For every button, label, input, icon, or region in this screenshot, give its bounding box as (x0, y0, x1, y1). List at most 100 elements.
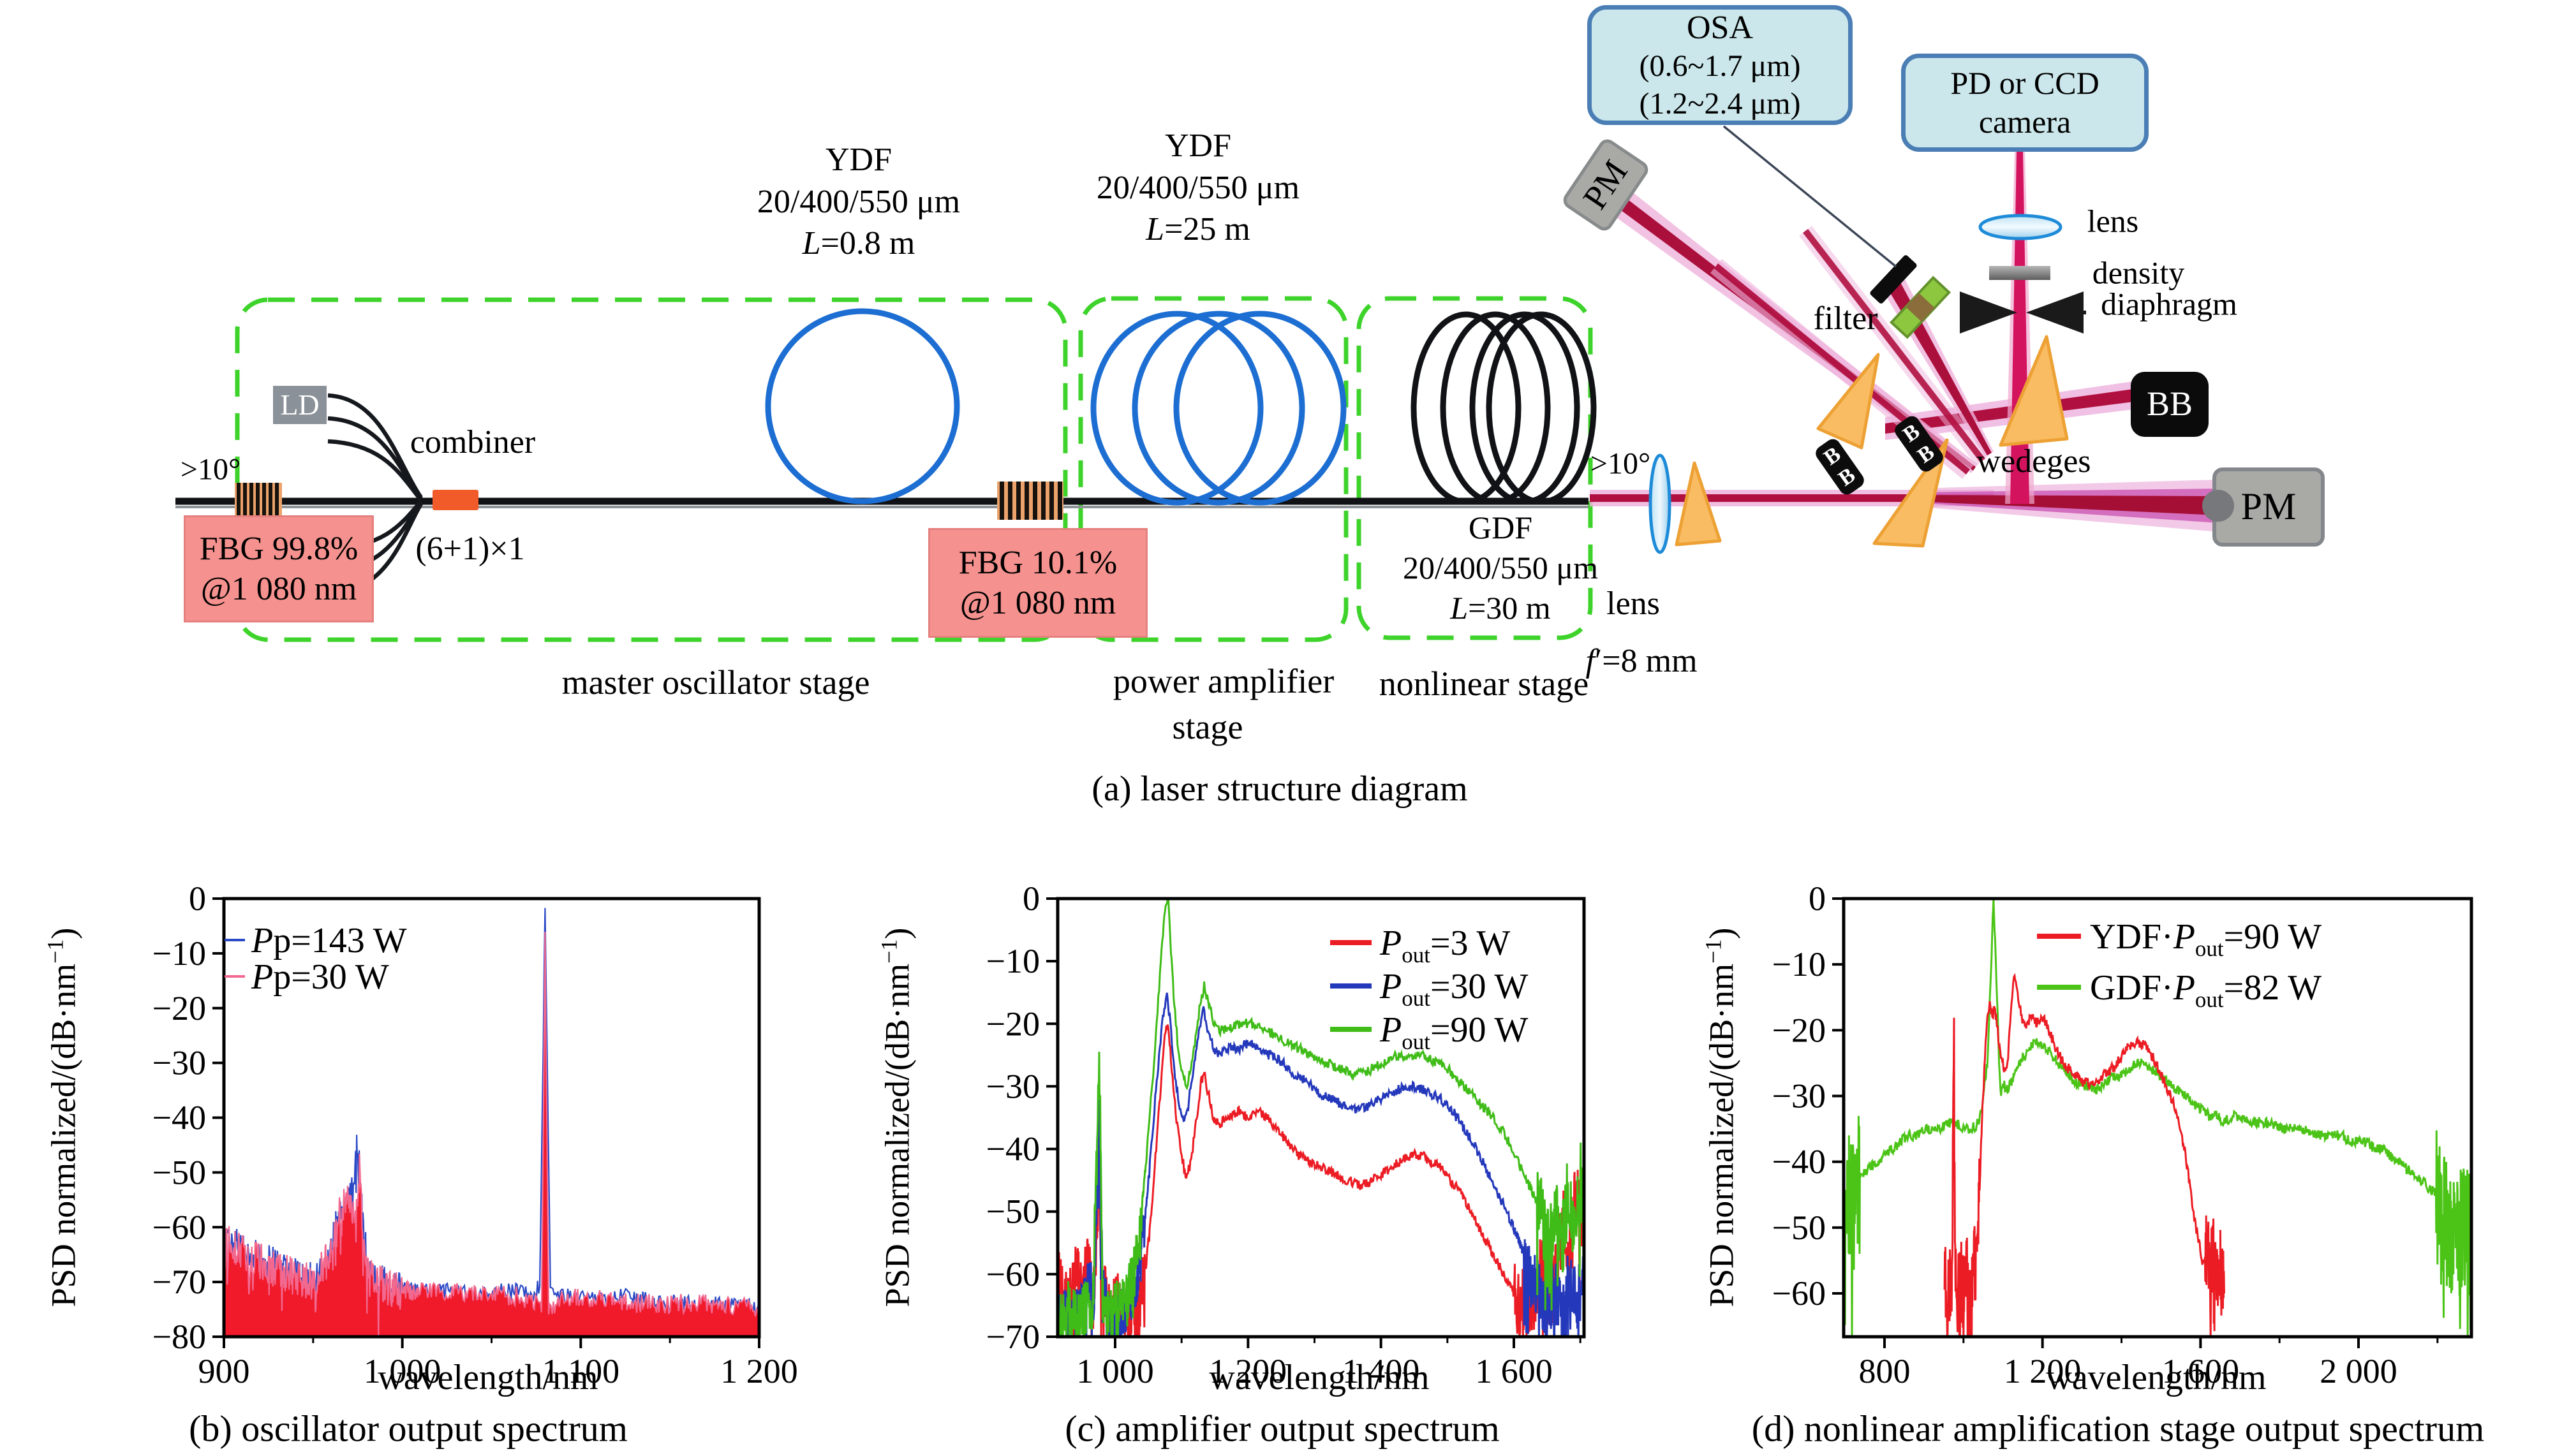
chart-b-plot (224, 908, 759, 1337)
power-meter-right-label: PM (2240, 485, 2297, 528)
beams (1590, 151, 2219, 532)
beam-spot-icon (2202, 490, 2234, 522)
y-tick-label: −80 (152, 1318, 206, 1356)
chart-c-plot (1058, 899, 1584, 1337)
osa-box: OSA (0.6~1.7 μm) (1.2~2.4 μm) (1587, 5, 1853, 125)
fbg2-box: FBG 10.1% @1 080 nm (928, 528, 1148, 638)
legend-label-YDF Pout=90 W: YDF·Pout=90 W (2090, 917, 2321, 961)
fbg1-reflectivity: FBG 99.8% (199, 530, 359, 567)
diaphragm-label: diaphragm (2101, 286, 2237, 322)
fbg2-grating-icon (997, 482, 1063, 520)
y-tick-label: −60 (1772, 1274, 1826, 1313)
legend-label-Pout=3 W: Pout=3 W (1379, 923, 1511, 967)
wedge-prisms (1675, 335, 2069, 548)
chart-d-plot (1844, 899, 2471, 1337)
y-tick-label: −40 (152, 1099, 206, 1137)
series-fill-Pp=30 W (224, 932, 759, 1337)
beam-block-pair-1: B B (1816, 439, 1864, 495)
wedge-icon-1 (1675, 461, 1722, 547)
wedges-label: wedeges (1976, 443, 2091, 480)
series-line-Pout=90 W (1058, 899, 1584, 1337)
splice-angle-right-label: >10° (1590, 446, 1651, 481)
legend-P: P (1379, 1010, 1402, 1050)
x-tick-label: 1 100 (542, 1352, 620, 1390)
beam-block-bb-box: BB (2131, 372, 2209, 437)
splice-angle-left-label: >10° (180, 452, 241, 487)
panel-d-caption: (d) nonlinear amplification stage output… (1751, 1408, 2485, 1450)
wedge-icon-3 (1999, 335, 2069, 447)
combiner-block (433, 490, 478, 510)
filter-label: filter (1813, 300, 1878, 337)
power-amplifier-box (1078, 296, 1349, 642)
osa-range2: (1.2~2.4 μm) (1639, 86, 1801, 121)
x-tick-label: 1 600 (2162, 1352, 2240, 1390)
x-tick-label: 1 200 (720, 1352, 798, 1390)
legend-P: P (2173, 968, 2195, 1008)
laser-diode-box: LD (273, 386, 327, 424)
fbg2-reflectivity: FBG 10.1% (958, 544, 1118, 581)
gdf-label: GDF 20/400/550 μm L=30 m (1403, 508, 1598, 628)
ydf1-size: 20/400/550 μm (757, 183, 961, 220)
ydf2-size: 20/400/550 μm (1096, 169, 1300, 206)
laser-structure-diagram: B B B B (175, 125, 2219, 642)
legend-P: P (251, 957, 273, 997)
legend-label-Pp=143 W: Pp=143 W (251, 921, 407, 960)
camera-name-line1: PD or CCD (1950, 65, 2099, 101)
filter-glass-icon (1890, 276, 1951, 339)
y-tick-label: −70 (986, 1318, 1040, 1356)
legend-sub: out (2195, 936, 2224, 961)
legend-sub: out (1402, 943, 1430, 967)
legend-post: =30 W (1430, 967, 1529, 1006)
fbg1-wavelength: @1 080 nm (200, 571, 357, 607)
y-tick-label: −20 (152, 989, 206, 1027)
legend-post: =90 W (2224, 917, 2322, 957)
legend-pre: GDF· (2090, 968, 2173, 1008)
ydf1-coil (765, 308, 960, 504)
combiner-ratio-label: (6+1)×1 (415, 531, 525, 568)
chart-d: 0 −10 −20 −30 −40 −50 −60 800 1 200 1 600 2 000 YDF… (1772, 879, 2473, 1390)
legend-post: p=143 W (273, 921, 407, 960)
chart-c: 0 −10 −20 −30 −40 −50 −60 −70 1 000 1 200 1 400 1 6… (986, 879, 1586, 1390)
legend-post: =90 W (1430, 1010, 1529, 1050)
power-meter-right-box: PM (2212, 467, 2325, 547)
panel-c-y-axis-title: PSD normalized/(dB·nm−1) (876, 927, 917, 1307)
panel-b-x-axis-title: wavelength/nm (378, 1357, 598, 1397)
gdf-length: L=30 m (1450, 590, 1551, 626)
stage-dashed-boxes (235, 296, 1593, 642)
legend-label-Pout=30 W: Pout=30 W (1379, 967, 1529, 1011)
panel-b-caption: (b) oscillator output spectrum (189, 1408, 628, 1450)
legend-P: P (1379, 967, 1402, 1006)
x-tick-label: 1 400 (1342, 1352, 1420, 1390)
ydf1-name: YDF (825, 142, 892, 178)
y-tick-label: −50 (152, 1153, 206, 1191)
stage2-label-line2: stage (1172, 707, 1243, 746)
legend-sub: out (2195, 987, 2224, 1012)
legend-post: p=30 W (273, 957, 389, 997)
gdf-coil (1411, 311, 1597, 505)
camera-lens-label: lens (2087, 203, 2139, 239)
y-tick-label: −30 (152, 1044, 206, 1082)
y-tick-label: −10 (986, 942, 1040, 980)
legend-label-GDF Pout=82 W: GDF·Pout=82 W (2090, 968, 2321, 1012)
y-tick-label: −30 (1772, 1077, 1826, 1115)
wedge-icon-2 (1816, 353, 1880, 450)
x-tick-label: 1 200 (2004, 1352, 2082, 1390)
legend-label-Pout=90 W: Pout=90 W (1379, 1010, 1529, 1054)
combiner-label: combiner (410, 424, 536, 461)
y-tick-label: 0 (1809, 879, 1826, 918)
panel-b-y-axis-title: PSD normalized/(dB·nm−1) (42, 927, 83, 1307)
density-label: density (2092, 254, 2185, 291)
fbg1-box: FBG 99.8% @1 080 nm (184, 515, 374, 622)
legend-P: P (2173, 917, 2195, 957)
series-line-Pp=30 W (224, 931, 759, 1337)
plot-frame (1056, 897, 1586, 1339)
fiber-lens-label: lens (1606, 585, 1660, 622)
x-tick-label: 800 (1859, 1352, 1911, 1390)
camera-lens-icon (1978, 214, 2062, 240)
panel-d-x-axis-title: wavelength/nm (2046, 1357, 2267, 1397)
x-tick-label: 1 000 (1076, 1352, 1154, 1390)
ydf2-length: L=25 m (1146, 211, 1250, 248)
